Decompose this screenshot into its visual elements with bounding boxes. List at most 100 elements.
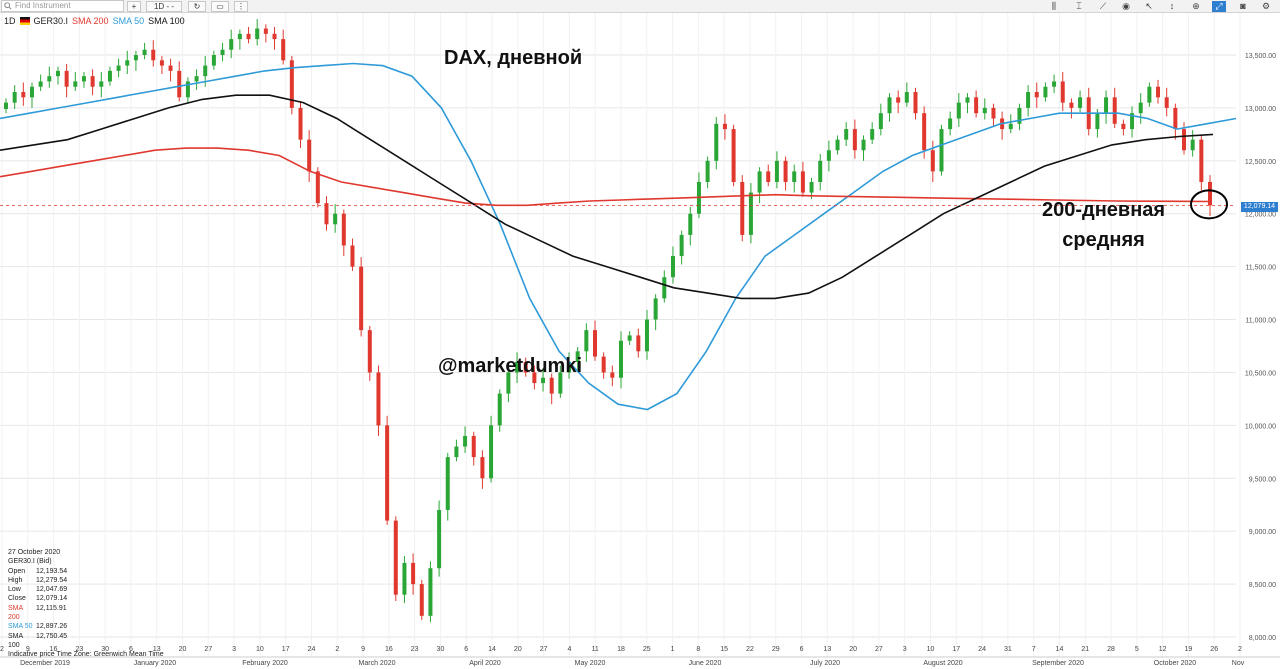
info-value: 12,115.91 bbox=[36, 604, 67, 612]
candle-body bbox=[168, 65, 173, 71]
sma-line bbox=[0, 147, 1211, 207]
y-tick-label: 8,500.00 bbox=[1249, 582, 1276, 589]
candle-body bbox=[956, 102, 961, 119]
candle-body bbox=[1052, 81, 1057, 87]
top-toolbar: Find Instrument + 1D - - ↻ ▭ ⋮ ⫼ ⌶ ⟋ ◉ ↖… bbox=[0, 0, 1280, 13]
candle-body bbox=[636, 335, 641, 352]
settings-button[interactable]: ⚙ bbox=[1259, 1, 1273, 12]
month-label: January 2020 bbox=[134, 660, 177, 667]
candle-body bbox=[748, 192, 753, 235]
candle-body bbox=[263, 28, 268, 34]
month-label: July 2020 bbox=[810, 660, 840, 667]
candle-body bbox=[298, 107, 303, 140]
y-tick-label: 11,500.00 bbox=[1245, 265, 1276, 272]
month-label: October 2020 bbox=[1154, 660, 1197, 667]
x-tick-label: 7 bbox=[1032, 646, 1036, 653]
x-tick-label: 17 bbox=[952, 646, 960, 653]
candle-body bbox=[722, 123, 727, 130]
candle-body bbox=[1130, 113, 1135, 130]
drawing-tools-button[interactable]: ⌶ bbox=[1072, 1, 1086, 12]
eye-icon: ◉ bbox=[1122, 1, 1130, 11]
layout-button[interactable]: ▭ bbox=[211, 1, 229, 12]
add-instrument-button[interactable]: + bbox=[127, 1, 141, 12]
snapshot-button[interactable]: ◙ bbox=[1236, 1, 1250, 12]
info-row: Low 12,047.69 bbox=[8, 585, 178, 594]
month-label: May 2020 bbox=[575, 660, 606, 667]
legend-sma50[interactable]: SMA 50 bbox=[112, 16, 145, 26]
candle-body bbox=[731, 129, 736, 182]
candle-body bbox=[1008, 123, 1013, 130]
candle-body bbox=[1121, 123, 1126, 130]
candle-body bbox=[644, 319, 649, 352]
cursor-tool-button[interactable]: ↖ bbox=[1142, 1, 1156, 12]
candle-body bbox=[47, 76, 52, 82]
camera-icon: ◙ bbox=[1240, 1, 1246, 11]
candle-body bbox=[948, 118, 953, 130]
zoom-button[interactable]: ⊕ bbox=[1189, 1, 1203, 12]
candle-body bbox=[610, 372, 615, 378]
line-icon: ⟋ bbox=[1099, 1, 1107, 11]
info-value: 12,279.54 bbox=[36, 576, 68, 584]
candle-body bbox=[359, 266, 364, 331]
candle-body bbox=[142, 49, 147, 55]
candle-body bbox=[350, 245, 355, 267]
layout-icon: ▭ bbox=[216, 2, 224, 11]
x-tick-label: 14 bbox=[488, 646, 496, 653]
candle-body bbox=[125, 60, 130, 66]
more-icon: ⋮ bbox=[237, 2, 245, 11]
candle-body bbox=[593, 330, 598, 357]
candle-body bbox=[1147, 86, 1152, 103]
x-tick-label: 5 bbox=[1135, 646, 1139, 653]
fullscreen-icon: ⤢ bbox=[1215, 1, 1223, 11]
x-tick-label: 8 bbox=[696, 646, 700, 653]
bars-icon: ⫼ bbox=[1051, 1, 1057, 11]
price-chart[interactable]: 8,000.00 8,500.00 9,000.00 9,500.00 10,000.0… bbox=[0, 13, 1280, 669]
legend-timeframe: 1D bbox=[4, 16, 16, 26]
refresh-button[interactable]: ↻ bbox=[188, 1, 206, 12]
x-tick-label: 19 bbox=[1185, 646, 1193, 653]
search-input[interactable]: Find Instrument bbox=[1, 0, 124, 12]
candle-body bbox=[601, 356, 606, 373]
chart-legend: 1D GER30.I SMA 200 SMA 50 SMA 100 bbox=[4, 15, 185, 27]
pan-tool-button[interactable]: ↕ bbox=[1165, 1, 1179, 12]
x-tick-label: 3 bbox=[903, 646, 907, 653]
fullscreen-button[interactable]: ⤢ bbox=[1212, 1, 1226, 12]
candle-body bbox=[341, 213, 346, 246]
gear-icon: ⚙ bbox=[1261, 1, 1271, 11]
x-tick-label: 11 bbox=[592, 646, 599, 653]
candle-body bbox=[385, 425, 390, 521]
candle-body bbox=[90, 76, 95, 87]
candle-body bbox=[220, 49, 225, 55]
candle-body bbox=[904, 92, 909, 103]
timeframe-button[interactable]: 1D - - bbox=[146, 1, 182, 12]
candle-body bbox=[575, 351, 580, 362]
x-tick-label: 2 bbox=[1238, 646, 1242, 653]
candle-body bbox=[965, 97, 970, 103]
x-tick-label: 4 bbox=[567, 646, 571, 653]
indicators-button[interactable]: ⫼ bbox=[1047, 1, 1061, 12]
candle-body bbox=[1173, 107, 1178, 130]
x-tick-label: 13 bbox=[823, 646, 831, 653]
candle-body bbox=[913, 92, 918, 114]
candle-body bbox=[1182, 129, 1187, 151]
candle-body bbox=[930, 150, 935, 172]
candle-body bbox=[792, 171, 797, 182]
candle-body bbox=[402, 562, 407, 595]
candle-body bbox=[107, 70, 112, 82]
candle-body bbox=[1104, 97, 1109, 114]
candle-body bbox=[653, 298, 658, 320]
candle-body bbox=[246, 33, 251, 40]
legend-sma100[interactable]: SMA 100 bbox=[148, 16, 185, 26]
line-tool-button[interactable]: ⟋ bbox=[1096, 1, 1110, 12]
candle-body bbox=[116, 65, 121, 71]
legend-sma200[interactable]: SMA 200 bbox=[72, 16, 109, 26]
timeframe-label: 1D bbox=[153, 2, 165, 11]
x-tick-label: 1 bbox=[671, 646, 675, 653]
more-button[interactable]: ⋮ bbox=[234, 1, 248, 12]
x-tick-label: 28 bbox=[1107, 646, 1115, 653]
visibility-button[interactable]: ◉ bbox=[1119, 1, 1133, 12]
candle-body bbox=[73, 81, 78, 87]
candle-body bbox=[324, 203, 329, 225]
info-key: Close bbox=[8, 595, 26, 603]
candle-body bbox=[506, 372, 511, 394]
